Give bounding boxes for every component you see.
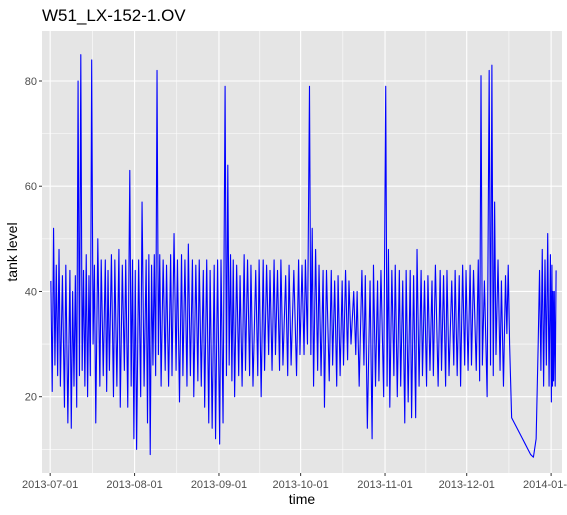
chart-title: W51_LX-152-1.OV	[42, 6, 186, 25]
y-tick-label: 20	[25, 392, 37, 404]
y-axis: 20 40 60 80	[25, 76, 42, 404]
y-axis-title: tank level	[4, 222, 20, 281]
minor-gridlines	[42, 31, 562, 473]
x-tick-label: 2013-07-01	[22, 479, 78, 491]
y-tick-label: 80	[25, 76, 37, 88]
series-line	[50, 54, 557, 458]
x-tick-label: 2013-08-01	[106, 479, 162, 491]
x-axis: 2013-07-01 2013-08-01 2013-09-01 2013-10-01…	[22, 473, 567, 491]
x-tick-label: 2013-10-01	[272, 479, 328, 491]
x-axis-title: time	[289, 491, 316, 507]
x-tick-label: 2014-01-01	[523, 479, 567, 491]
x-tick-label: 2013-12-01	[439, 479, 495, 491]
y-tick-label: 40	[25, 286, 37, 298]
x-tick-label: 2013-09-01	[191, 479, 247, 491]
y-tick-label: 60	[25, 181, 37, 193]
series-layer	[50, 54, 557, 458]
x-tick-label: 2013-11-01	[357, 479, 412, 491]
